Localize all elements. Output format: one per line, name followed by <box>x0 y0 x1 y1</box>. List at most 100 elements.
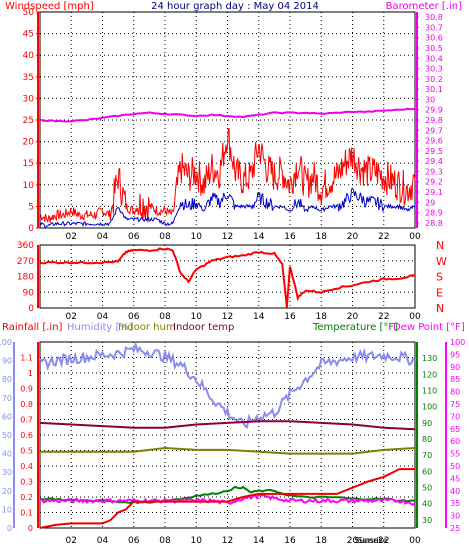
direction-x-tick-label: 14 <box>253 312 265 322</box>
compass-label: N <box>436 239 444 252</box>
temp-x-tick-label: 00 <box>409 536 421 546</box>
humidity-y-tick-label: 80 <box>2 375 12 384</box>
legend-humidity: Humidity [%] <box>67 322 133 333</box>
wind-x-tick-label: 20 <box>347 232 359 242</box>
humidity-y-tick-label: 30 <box>2 468 12 477</box>
baro-y-tick-label: 29.9 <box>425 106 443 115</box>
baro-y-tick-label: 28.8 <box>425 219 443 228</box>
legend-temperature: Temperature [°F] <box>312 322 398 333</box>
wind-y-tick-label: 10 <box>23 181 35 191</box>
humidity-y-tick-label: 90 <box>2 357 12 366</box>
barometer-axis-title: Barometer [.in] <box>386 1 462 12</box>
direction-y-tick-label: 180 <box>17 273 34 283</box>
dewpoint-y-tick-label: 70 <box>450 412 460 421</box>
temp-y-tick-label: 50 <box>422 484 432 493</box>
baro-y-tick-label: 30.2 <box>425 75 443 84</box>
rain-y-tick-label: 0.3 <box>20 478 33 487</box>
wind-y-tick-label: 25 <box>23 116 34 126</box>
temp-x-tick-label: 08 <box>159 536 171 546</box>
direction-x-tick-label: 18 <box>316 312 328 322</box>
direction-x-tick-label: 16 <box>284 312 296 322</box>
legend-indoor-humidity: Indoor hum <box>118 322 176 333</box>
temp-y-tick-label: 120 <box>422 370 437 379</box>
legend-dewpoint: Dew Point [°F] <box>393 322 465 333</box>
humidity-y-tick-label: 20 <box>2 487 12 496</box>
temp-y-tick-label: 110 <box>422 387 437 396</box>
baro-y-tick-label: 29.8 <box>425 116 443 125</box>
direction-x-tick-label: 00 <box>409 312 421 322</box>
dewpoint-y-tick-label: 65 <box>450 425 460 434</box>
temp-x-tick-label: 18 <box>316 536 328 546</box>
temp-y-tick-label: 80 <box>422 435 432 444</box>
wind-average-line <box>39 187 416 228</box>
rain-y-tick-label: 1.1 <box>20 354 33 363</box>
wind-direction-line <box>39 247 416 308</box>
baro-y-tick-label: 29 <box>425 198 435 207</box>
temp-y-tick-label: 30 <box>422 516 432 525</box>
humidity-y-tick-label: 40 <box>2 450 12 459</box>
baro-y-tick-label: 30.7 <box>425 23 443 32</box>
compass-label: W <box>436 255 447 268</box>
wind-x-tick-label: 12 <box>222 232 233 242</box>
rain-y-tick-label: 0.9 <box>20 385 33 394</box>
wind-x-tick-label: 02 <box>66 232 77 242</box>
wind-y-tick-label: 50 <box>23 8 35 18</box>
dewpoint-y-tick-label: 30 <box>450 512 460 521</box>
temp-y-tick-label: 100 <box>422 403 437 412</box>
wind-x-tick-label: 00 <box>409 232 421 242</box>
direction-x-tick-label: 08 <box>159 312 171 322</box>
rain-y-tick-label: 0.8 <box>20 400 33 409</box>
wind-y-tick-label: 30 <box>23 94 35 104</box>
direction-x-tick-label: 04 <box>97 312 109 322</box>
wind-y-tick-label: 5 <box>28 202 34 212</box>
baro-y-tick-label: 30.8 <box>425 13 443 22</box>
dewpoint-y-tick-label: 75 <box>450 400 460 409</box>
temp-x-tick-label: 02 <box>66 536 77 546</box>
indoor-temperature-line <box>39 420 416 431</box>
dewpoint-y-tick-label: 90 <box>450 363 460 372</box>
rain-y-tick-label: 0.1 <box>20 509 33 518</box>
temp-y-tick-label: 60 <box>422 467 432 476</box>
legend-rainfall: Rainfall [.in] <box>2 322 63 333</box>
direction-y-tick-label: 270 <box>17 257 34 267</box>
wind-x-tick-label: 22 <box>378 232 389 242</box>
compass-label: E <box>436 286 443 299</box>
direction-x-tick-label: 02 <box>66 312 77 322</box>
compass-label: N <box>436 302 444 315</box>
wind-x-tick-label: 10 <box>191 232 203 242</box>
baro-y-tick-label: 30.4 <box>425 54 443 63</box>
humidity-y-tick-label: 0 <box>7 524 12 533</box>
rain-y-tick-label: 0.6 <box>20 431 33 440</box>
baro-y-tick-label: 29.7 <box>425 126 443 135</box>
wind-y-tick-label: 15 <box>23 159 34 169</box>
baro-y-tick-label: 30.5 <box>425 44 443 53</box>
rain-y-tick-label: 0.5 <box>20 447 33 456</box>
dewpoint-y-tick-label: 40 <box>450 487 460 496</box>
rain-y-tick-label: 0.4 <box>20 462 33 471</box>
wind-x-tick-label: 08 <box>159 232 171 242</box>
temp-x-tick-label: 14 <box>253 536 265 546</box>
rain-y-tick-label: 0 <box>28 524 33 533</box>
wind-x-tick-label: 06 <box>128 232 140 242</box>
humidity-y-tick-label: 70 <box>2 394 12 403</box>
direction-x-tick-label: 22 <box>378 312 389 322</box>
humidity-y-tick-label: 50 <box>2 431 12 440</box>
wind-y-tick-label: 20 <box>23 138 35 148</box>
temp-y-tick-label: 90 <box>422 419 432 428</box>
temp-y-tick-label: 70 <box>422 451 432 460</box>
direction-x-tick-label: 10 <box>191 312 203 322</box>
barometer-line <box>39 107 416 123</box>
baro-y-tick-label: 29.1 <box>425 188 443 197</box>
direction-y-tick-label: 90 <box>23 288 35 298</box>
dewpoint-y-tick-label: 100 <box>450 338 465 347</box>
dewpoint-y-tick-label: 85 <box>450 375 460 384</box>
sunset-label: Sunset <box>354 536 381 545</box>
wind-x-tick-label: 16 <box>284 232 296 242</box>
baro-y-tick-label: 30.3 <box>425 65 443 74</box>
baro-y-tick-label: 29.2 <box>425 178 443 187</box>
direction-y-tick-label: 0 <box>28 304 34 314</box>
temp-x-tick-label: 10 <box>191 536 203 546</box>
dewpoint-y-tick-label: 55 <box>450 450 460 459</box>
